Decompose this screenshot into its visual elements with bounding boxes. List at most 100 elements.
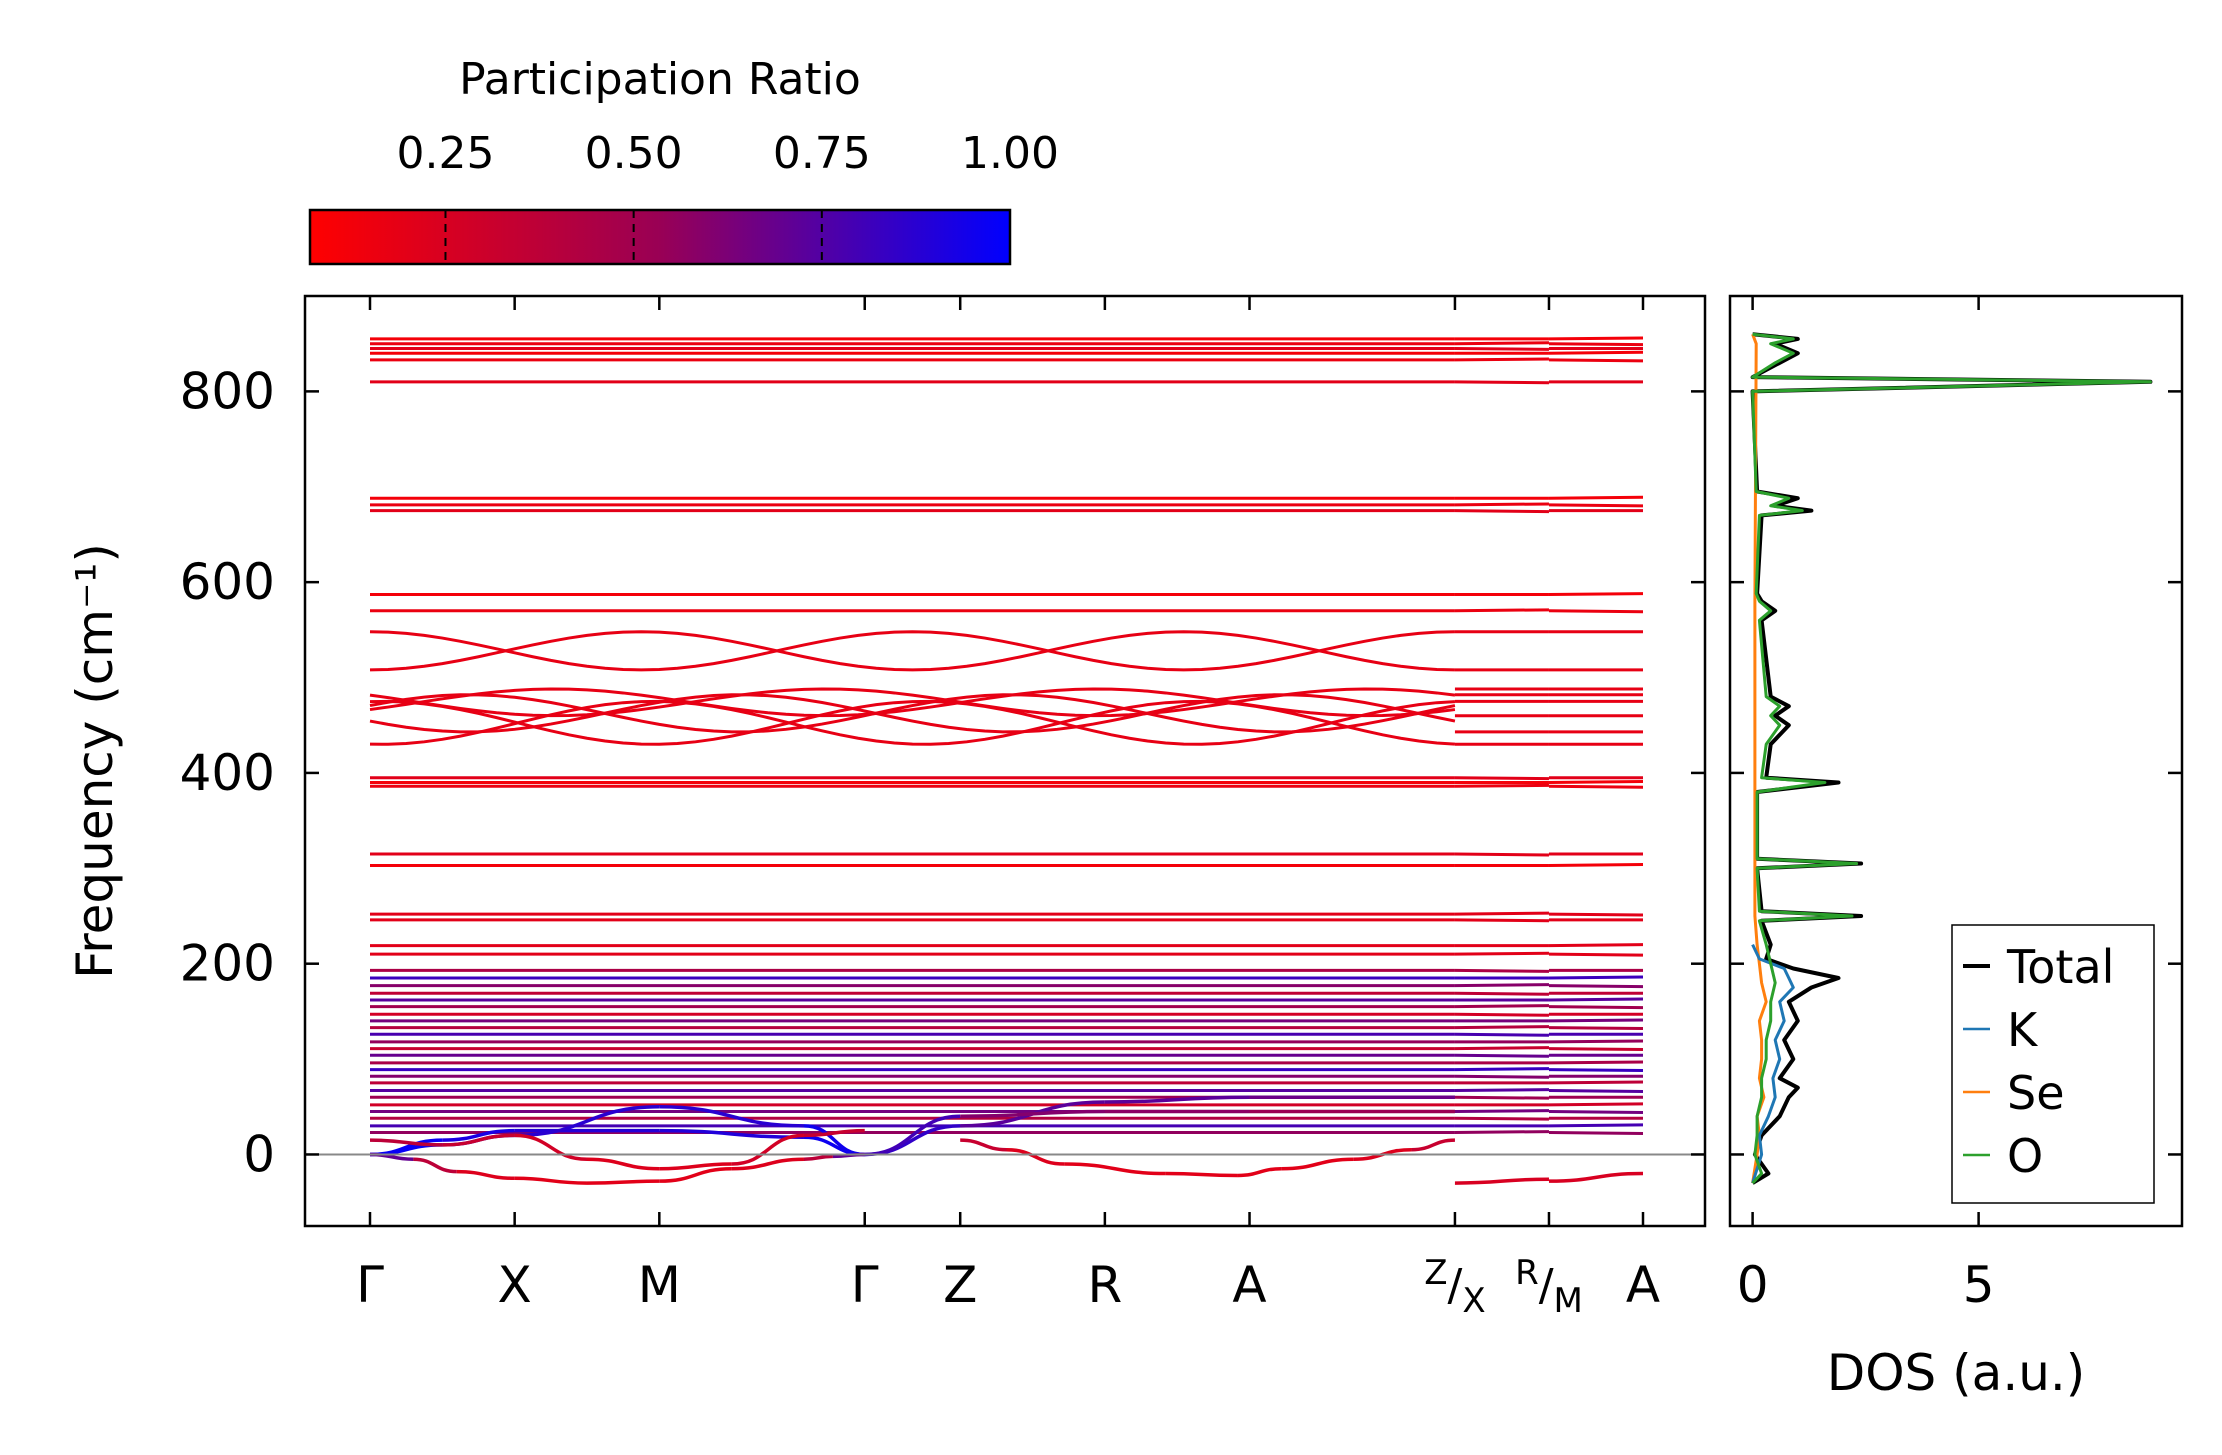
- dispersive-band: [659, 1162, 732, 1171]
- band-line: [1454, 968, 1549, 973]
- dispersive-band: [1237, 1167, 1282, 1178]
- band-line: [1454, 1130, 1549, 1135]
- k-point-label: Z/X: [1424, 1253, 1485, 1321]
- band-lines: [369, 336, 1644, 1185]
- band-line: [1454, 951, 1549, 956]
- y-tick-label: 200: [180, 935, 275, 993]
- band-line: [1454, 1012, 1549, 1017]
- dos-series-o: [1751, 332, 2152, 1185]
- dispersive-band: [1104, 1095, 1250, 1104]
- band-line: [1454, 1053, 1549, 1058]
- dos-series-k: [1751, 943, 1795, 1184]
- dispersive-band: [586, 1157, 660, 1171]
- band-line: [1548, 342, 1644, 347]
- dispersive-band: [803, 1154, 833, 1161]
- band-line: [1548, 1123, 1644, 1128]
- band-line: [1548, 1089, 1644, 1094]
- dispersive-band: [586, 1179, 660, 1185]
- dispersive-band: [1411, 1138, 1455, 1152]
- band-line: [369, 693, 1456, 734]
- k-point-label: Γ: [851, 1256, 879, 1314]
- band-line: [369, 699, 1456, 746]
- band-line: [1548, 780, 1644, 784]
- colorbar-gradient: [308, 208, 1012, 266]
- k-point-label: R/M: [1515, 1253, 1583, 1321]
- band-line: [1454, 1116, 1549, 1121]
- colorbar-tick-label: 0.75: [773, 128, 871, 179]
- band-line: [1454, 1109, 1549, 1114]
- band-line: [369, 693, 1456, 734]
- dispersive-band: [731, 1133, 804, 1166]
- k-point-label: X: [498, 1256, 532, 1314]
- dispersive-band: [514, 1105, 660, 1138]
- dispersive-band: [960, 1138, 1007, 1152]
- band-structure-panel: 0 200 400 600 800 Γ X M Γ Z R A Z/X R/M A Frequency (c…: [66, 294, 1707, 1321]
- band-line: [1454, 341, 1549, 346]
- dispersive-band: [731, 1157, 804, 1171]
- band-line: [1454, 1088, 1549, 1093]
- band-line: [1454, 357, 1549, 362]
- dispersive-band: [1006, 1147, 1065, 1166]
- legend-frame: [1951, 924, 2155, 1204]
- band-line: [1454, 1046, 1549, 1051]
- band-frame: [303, 294, 1707, 1228]
- band-line: [1548, 609, 1644, 614]
- band-line: [1548, 1047, 1644, 1052]
- dispersive-band: [442, 1133, 515, 1147]
- dispersive-band: [369, 1138, 443, 1147]
- band-line: [1454, 346, 1549, 351]
- band-line: [1548, 997, 1644, 1002]
- band-line: [1548, 912, 1644, 917]
- band-line: [1548, 592, 1644, 597]
- band-line: [1454, 918, 1549, 923]
- band-line: [1548, 1018, 1644, 1023]
- band-line: [1548, 1131, 1644, 1135]
- band-line: [369, 699, 1456, 746]
- band-line: [1548, 784, 1644, 789]
- band-line: [1454, 502, 1549, 507]
- band-line: [1548, 943, 1644, 948]
- dispersive-band: [1064, 1162, 1166, 1176]
- colorbar-tick-label: 1.00: [961, 128, 1059, 179]
- dos-legend: Total K Se O: [1951, 924, 2155, 1204]
- dispersive-band: [960, 1109, 1105, 1119]
- dispersive-band: [659, 1105, 804, 1128]
- legend-label: K: [2007, 1003, 2039, 1057]
- dos-x-tick-label: 0: [1737, 1256, 1769, 1314]
- band-line: [369, 630, 1455, 672]
- band-line: [1548, 1060, 1644, 1065]
- band-line: [1454, 783, 1549, 788]
- band-line: [1454, 1004, 1549, 1009]
- band-line: [1454, 852, 1549, 857]
- band-line: [1548, 1026, 1644, 1031]
- legend-label: Total: [2006, 940, 2114, 994]
- band-line: [1454, 1067, 1549, 1072]
- colorbar-tick-label: 0.25: [396, 128, 494, 179]
- band-line: [1548, 503, 1644, 508]
- band-line: [1548, 1005, 1644, 1010]
- legend-label: Se: [2007, 1066, 2065, 1120]
- band-line: [1454, 1095, 1549, 1100]
- band-line: [1548, 1039, 1644, 1044]
- colorbar-label: Participation Ratio: [459, 54, 861, 105]
- legend-label: O: [2007, 1129, 2043, 1183]
- band-line: [1548, 975, 1644, 980]
- dos-x-axis-label: DOS (a.u.): [1827, 1344, 2086, 1402]
- k-point-label: A: [1232, 1256, 1266, 1314]
- colorbar-tick-label: 0.50: [585, 128, 683, 179]
- y-tick-label: 600: [180, 553, 275, 611]
- band-line: [1548, 358, 1644, 363]
- dispersive-band: [659, 1167, 732, 1183]
- k-point-label: M: [638, 1256, 681, 1314]
- band-line: [1548, 1080, 1644, 1085]
- band-line: [1548, 495, 1644, 500]
- band-line: [1548, 862, 1644, 867]
- dispersive-band: [413, 1157, 457, 1174]
- band-line: [1454, 911, 1549, 916]
- band-line: [1548, 336, 1644, 341]
- band-line: [1454, 1074, 1549, 1079]
- band-line: [1548, 1110, 1644, 1114]
- colorbar: Participation Ratio 0.25 0.50 0.75 1.00: [308, 54, 1059, 266]
- band-line: [1454, 1032, 1549, 1037]
